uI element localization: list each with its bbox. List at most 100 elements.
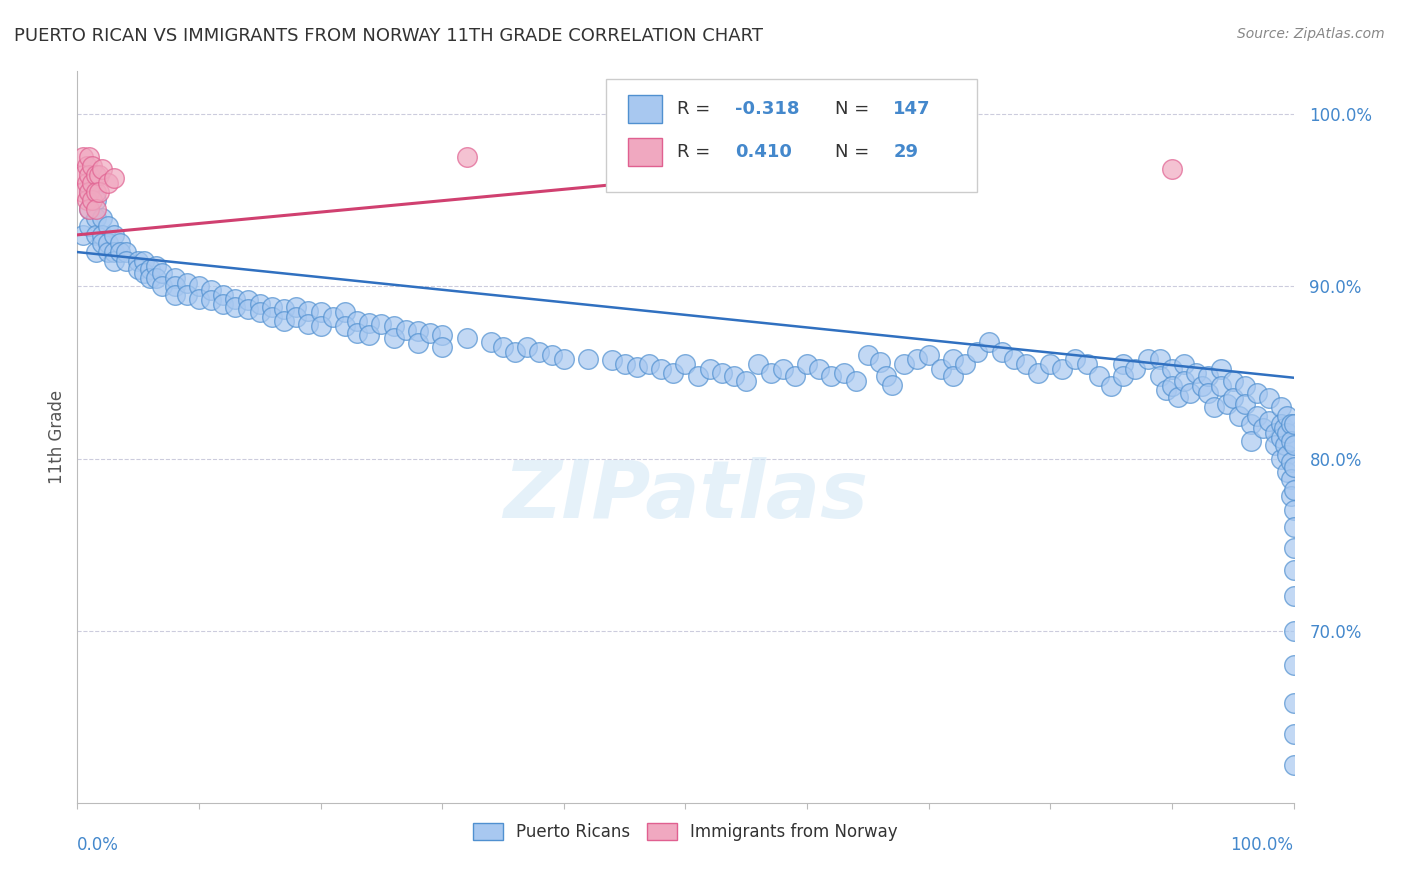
Point xyxy=(540,348,562,362)
Point xyxy=(1246,386,1268,401)
Point xyxy=(90,211,112,225)
Point xyxy=(869,355,891,369)
Point xyxy=(333,305,356,319)
Point xyxy=(346,326,368,340)
Y-axis label: 11th Grade: 11th Grade xyxy=(48,390,66,484)
Point xyxy=(1277,425,1299,440)
Point xyxy=(430,327,453,342)
Point xyxy=(103,253,125,268)
Point xyxy=(553,351,575,366)
Point xyxy=(90,236,112,251)
Point xyxy=(1282,564,1305,578)
Point xyxy=(97,219,120,234)
Point xyxy=(1258,414,1281,428)
Point xyxy=(200,293,222,308)
Point xyxy=(1279,417,1302,432)
Point xyxy=(1209,362,1232,376)
Text: R =: R = xyxy=(676,143,716,161)
Point xyxy=(1076,357,1098,371)
Point xyxy=(1282,541,1305,555)
Point xyxy=(134,253,156,268)
Point xyxy=(309,319,332,334)
Point xyxy=(1149,351,1171,366)
Point xyxy=(856,150,879,164)
Point xyxy=(97,236,120,251)
Point xyxy=(1282,758,1305,772)
Point xyxy=(723,369,745,384)
Point xyxy=(1264,438,1286,452)
Point xyxy=(80,159,103,173)
Point xyxy=(1063,351,1085,366)
Point xyxy=(152,279,174,293)
Text: N =: N = xyxy=(835,143,875,161)
Point xyxy=(1088,369,1111,384)
Point xyxy=(1270,400,1292,414)
Point xyxy=(322,310,344,325)
Point xyxy=(1015,357,1038,371)
Point xyxy=(72,185,94,199)
Point xyxy=(710,366,733,380)
Point xyxy=(1002,351,1025,366)
Point xyxy=(783,369,806,384)
Point xyxy=(832,366,855,380)
Point xyxy=(772,362,794,376)
Point xyxy=(176,288,198,302)
Point xyxy=(1282,520,1305,534)
Point xyxy=(79,168,101,182)
Text: PUERTO RICAN VS IMMIGRANTS FROM NORWAY 11TH GRADE CORRELATION CHART: PUERTO RICAN VS IMMIGRANTS FROM NORWAY 1… xyxy=(14,27,763,45)
Point xyxy=(84,202,107,216)
Point xyxy=(188,279,211,293)
Point xyxy=(529,344,551,359)
Point xyxy=(72,168,94,182)
Point xyxy=(1270,451,1292,466)
Text: 0.410: 0.410 xyxy=(735,143,792,161)
Point xyxy=(1039,357,1062,371)
Point xyxy=(1251,420,1274,434)
Text: N =: N = xyxy=(835,101,875,119)
Point xyxy=(1178,386,1201,401)
Point xyxy=(675,357,697,371)
Point xyxy=(808,362,831,376)
Text: 0.0%: 0.0% xyxy=(77,836,120,854)
Point xyxy=(905,351,928,366)
Point xyxy=(333,319,356,334)
Point xyxy=(1282,658,1305,673)
Point xyxy=(79,202,101,216)
Point xyxy=(735,374,758,388)
Point xyxy=(1258,392,1281,406)
Point xyxy=(1264,425,1286,440)
Point xyxy=(856,348,879,362)
Point xyxy=(430,340,453,354)
Point xyxy=(1279,434,1302,449)
Point xyxy=(1282,503,1305,517)
Point xyxy=(1282,589,1305,603)
Point xyxy=(79,185,101,199)
Point xyxy=(224,292,246,306)
Point xyxy=(127,262,149,277)
Point xyxy=(1112,357,1135,371)
Point xyxy=(80,176,103,190)
Point xyxy=(79,202,101,216)
Point xyxy=(1272,420,1295,434)
Point xyxy=(103,171,125,186)
Text: -0.318: -0.318 xyxy=(735,101,800,119)
Point xyxy=(516,340,538,354)
FancyBboxPatch shape xyxy=(628,138,662,166)
Point xyxy=(406,324,429,338)
Point xyxy=(145,259,167,273)
Point xyxy=(176,276,198,290)
Point xyxy=(145,271,167,285)
Point xyxy=(419,326,441,340)
Point xyxy=(115,253,138,268)
Point xyxy=(152,266,174,280)
Point xyxy=(1161,162,1184,177)
Point xyxy=(953,357,976,371)
Text: ZIPatlas: ZIPatlas xyxy=(503,457,868,534)
Point xyxy=(224,300,246,314)
Point xyxy=(76,176,98,190)
Point xyxy=(406,336,429,351)
Point xyxy=(163,279,186,293)
Point xyxy=(1282,460,1305,475)
Point xyxy=(1277,466,1299,480)
Point xyxy=(139,262,162,277)
